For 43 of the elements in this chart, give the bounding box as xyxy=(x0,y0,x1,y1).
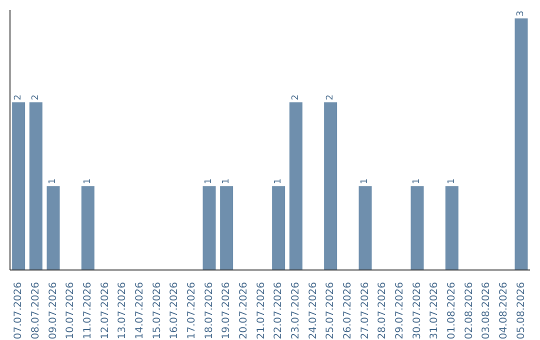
x-tick-label: 10.07.2026 xyxy=(65,282,76,340)
x-tick-label: 05.08.2026 xyxy=(516,282,527,340)
data-label: 2 xyxy=(14,94,24,100)
x-tick-label: 26.07.2026 xyxy=(342,282,354,340)
x-tick-label: 31.07.2026 xyxy=(429,282,440,340)
x-tick-label: 28.07.2026 xyxy=(377,282,388,340)
data-label: 1 xyxy=(222,178,232,184)
data-label: 1 xyxy=(204,178,214,184)
x-tick-label: 03.08.2026 xyxy=(481,282,492,340)
x-tick-label: 30.07.2026 xyxy=(412,282,423,340)
data-label: 2 xyxy=(30,94,41,100)
x-tick-label: 11.07.2026 xyxy=(82,282,94,340)
data-label: 2 xyxy=(326,94,336,100)
x-tick-label: 29.07.2026 xyxy=(394,282,406,340)
x-tick-label: 02.08.2026 xyxy=(464,282,475,340)
x-tick-label: 04.08.2026 xyxy=(498,282,510,340)
data-label: 2 xyxy=(290,94,301,100)
x-tick-label: 14.07.2026 xyxy=(134,282,146,340)
x-tick-label: 20.07.2026 xyxy=(238,282,250,340)
x-tick-label: 18.07.2026 xyxy=(204,282,215,340)
x-tick-label: 17.07.2026 xyxy=(186,282,198,340)
x-tick-label: 07.07.2026 xyxy=(13,282,24,340)
x-tick-label: 25.07.2026 xyxy=(325,282,336,340)
data-label: 3 xyxy=(516,10,526,16)
data-label: 1 xyxy=(48,178,58,184)
x-tick-label: 24.07.2026 xyxy=(308,282,319,340)
x-tick-label: 09.07.2026 xyxy=(48,282,59,340)
x-tick-label: 19.07.2026 xyxy=(221,282,232,340)
data-label: 1 xyxy=(82,178,93,184)
x-tick-label: 23.07.2026 xyxy=(290,282,302,340)
x-tick-label: 27.07.2026 xyxy=(360,282,371,340)
x-tick-label: 13.07.2026 xyxy=(117,282,128,340)
x-tick-label: 22.07.2026 xyxy=(273,282,284,340)
data-label: 1 xyxy=(274,178,284,184)
data-label: 1 xyxy=(412,178,422,184)
x-tick-label: 01.08.2026 xyxy=(446,282,458,340)
x-tick-label: 15.07.2026 xyxy=(152,282,163,340)
x-tick-label: 21.07.2026 xyxy=(256,282,267,340)
x-tick-label: 12.07.2026 xyxy=(100,282,111,340)
x-tick-label: 08.07.2026 xyxy=(30,282,42,340)
x-tick-label: 16.07.2026 xyxy=(169,282,180,340)
data-label: 1 xyxy=(360,178,370,184)
data-label: 1 xyxy=(446,178,457,184)
